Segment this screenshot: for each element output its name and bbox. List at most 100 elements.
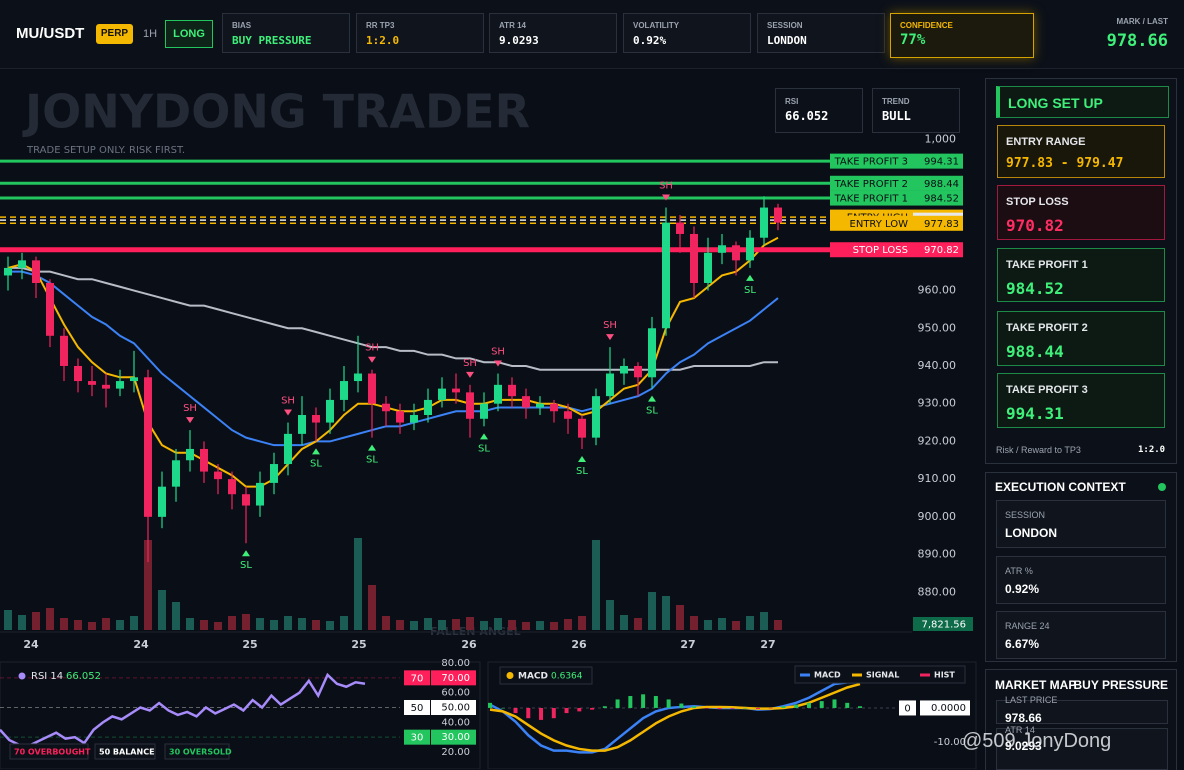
- market-label: ATR 14: [1005, 725, 1035, 735]
- card-value: 977.83 - 979.47: [1006, 156, 1124, 171]
- hist-bar: [704, 707, 709, 709]
- stat-label: VOLATILITY: [633, 21, 680, 30]
- hist-bar: [755, 707, 760, 709]
- level-label: 30: [411, 733, 424, 744]
- tick-badge: [431, 700, 476, 715]
- candle-body: [536, 403, 544, 408]
- stat-label: SESSION: [767, 21, 803, 30]
- rsi-line: [0, 672, 366, 748]
- hist-bar: [819, 701, 824, 708]
- swing-label: SL: [576, 466, 588, 477]
- stop-card: STOP LOSS 970.82: [997, 185, 1165, 240]
- macd-line: [489, 682, 861, 752]
- volume-bar: [88, 622, 96, 630]
- hist-bar: [641, 694, 646, 708]
- volume-bar: [326, 621, 334, 630]
- rr-value: 1:2.0: [1138, 445, 1166, 455]
- hist-bar: [653, 696, 658, 708]
- mark-value: 978.66: [1106, 31, 1168, 51]
- market-item: ATR 14 9.0293: [996, 725, 1168, 770]
- swing-label: SH: [603, 320, 617, 331]
- legend-label: 50 BALANCE: [99, 748, 155, 757]
- level-label: 50: [411, 703, 424, 714]
- volume-bar: [228, 616, 236, 630]
- volume-bar: [606, 600, 614, 630]
- volume-bar: [144, 540, 152, 630]
- x-tick-label: 24: [133, 638, 149, 651]
- volume-bar: [256, 618, 264, 630]
- stat-value: 9.0293: [499, 34, 539, 47]
- hist-bar: [845, 702, 850, 708]
- stat-value: LONDON: [767, 34, 807, 47]
- hist-bar: [679, 703, 684, 708]
- swing-arrow: [466, 371, 474, 378]
- stat-box: CONFIDENCE 77%: [890, 13, 1034, 58]
- candle-body: [746, 237, 754, 261]
- zero-badge-box: [899, 700, 916, 716]
- swing-label: SL: [240, 560, 252, 571]
- volume-bar: [760, 612, 768, 630]
- candle-body: [690, 233, 698, 283]
- card-label: ENTRY RANGE: [1006, 136, 1086, 148]
- level-badge: [404, 700, 430, 715]
- swing-label: SH: [365, 343, 379, 354]
- hist-bar: [615, 699, 620, 708]
- direction: LONG: [165, 20, 213, 48]
- swing-arrow: [578, 455, 586, 462]
- swing-arrow: [242, 550, 250, 557]
- volume-bar: [32, 612, 40, 630]
- y-tick-label: 960.00: [918, 284, 957, 297]
- volume-tag: [913, 617, 973, 631]
- candle-body: [298, 415, 306, 434]
- stat-label: CONFIDENCE: [900, 21, 953, 30]
- volume-bar: [312, 620, 320, 630]
- volume-bar: [368, 585, 376, 630]
- volume-bar: [564, 619, 572, 630]
- volume-bar: [18, 615, 26, 630]
- candle-body: [284, 433, 292, 465]
- volume-bar: [172, 602, 180, 630]
- target-card: TAKE PROFIT 3 994.31: [997, 373, 1165, 428]
- swing-label: SH: [491, 347, 505, 358]
- tick-badge: [431, 670, 476, 686]
- context-label: RANGE 24: [1005, 621, 1050, 631]
- info-label: RSI: [785, 97, 799, 106]
- stat-box: RR TP3 1:2.0: [356, 13, 484, 53]
- x-tick-label: 24: [23, 638, 39, 651]
- y-tick-label: 0.0000: [931, 703, 966, 714]
- legend-label: 70 OVERBOUGHT: [14, 748, 91, 757]
- level-value: 988.44: [924, 179, 959, 190]
- volume-bar: [732, 621, 740, 630]
- x-tick-label: 27: [760, 638, 775, 651]
- zero-badge: 0: [904, 703, 910, 714]
- swing-arrow: [746, 274, 754, 281]
- volume-bar: [452, 619, 460, 630]
- candle-body: [242, 494, 250, 506]
- candle-body: [270, 464, 278, 483]
- swing-label: SH: [659, 181, 673, 192]
- candle-body: [704, 252, 712, 283]
- swing-label: SL: [366, 455, 378, 466]
- stat-label: ATR 14: [499, 21, 526, 30]
- execution-title: EXECUTION CONTEXT: [995, 480, 1126, 494]
- legend-dot: [18, 672, 26, 680]
- volume-bar: [550, 622, 558, 630]
- market-value: 9.0293: [1005, 739, 1042, 753]
- symbol: MU/USDT: [16, 25, 85, 42]
- stat-value: 0.92%: [633, 34, 667, 47]
- volume-bar: [536, 621, 544, 630]
- stat-box: SESSION LONDON: [757, 13, 885, 53]
- x-tick-label: 27: [680, 638, 695, 651]
- swing-label: SL: [744, 285, 756, 296]
- swing-arrow: [368, 444, 376, 451]
- market-item: LAST PRICE 978.66: [996, 695, 1168, 725]
- swing-arrow: [368, 356, 376, 363]
- moving-average: [8, 270, 779, 447]
- hist-bar: [692, 706, 697, 708]
- legend-dot: [506, 672, 514, 679]
- candle-body: [396, 411, 404, 423]
- volume-bar: [620, 615, 628, 630]
- context-value: LONDON: [1005, 526, 1057, 540]
- hist-bar: [628, 696, 633, 708]
